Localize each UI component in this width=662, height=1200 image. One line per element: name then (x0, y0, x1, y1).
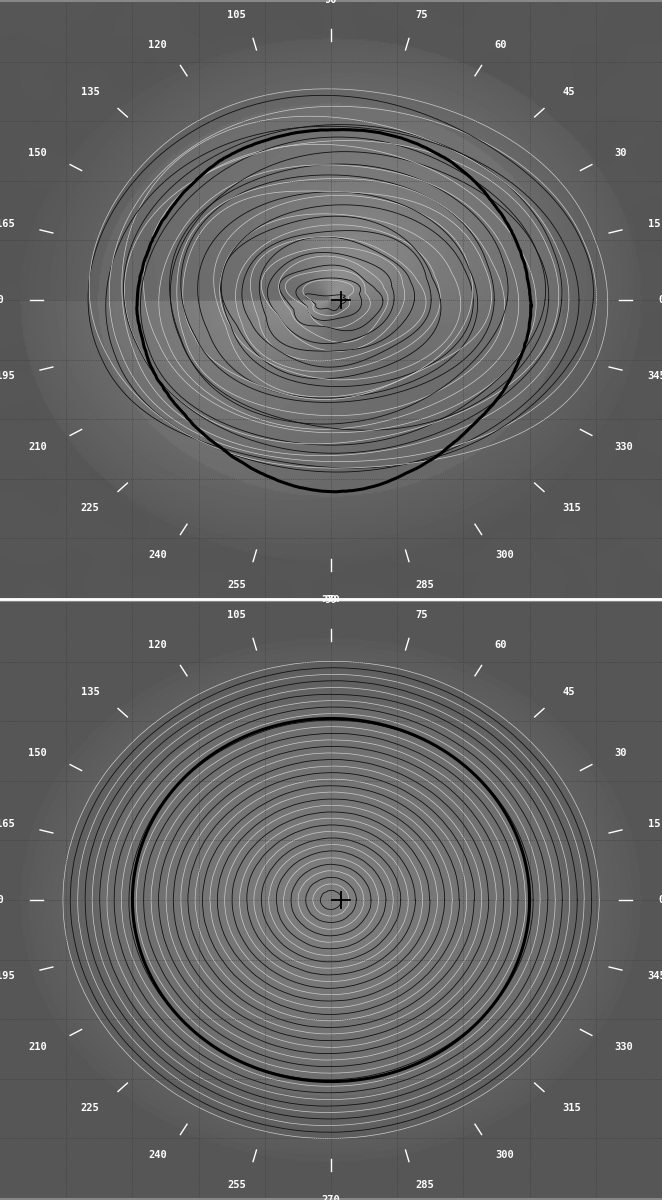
Text: 345: 345 (647, 371, 662, 382)
Text: 60: 60 (495, 640, 507, 650)
Text: 255: 255 (228, 1180, 246, 1189)
Text: 45: 45 (563, 86, 575, 97)
Text: 240: 240 (148, 550, 167, 560)
Text: 345: 345 (647, 971, 662, 982)
Text: 300: 300 (495, 550, 514, 560)
Text: 210: 210 (28, 1043, 47, 1052)
Text: 60: 60 (495, 40, 507, 50)
Text: 285: 285 (416, 580, 434, 589)
Text: 135: 135 (81, 86, 99, 97)
Text: 300: 300 (495, 1150, 514, 1160)
Text: 45: 45 (563, 686, 575, 697)
Text: 120: 120 (148, 40, 167, 50)
Text: 195: 195 (0, 371, 15, 382)
Text: 75: 75 (416, 611, 428, 620)
Text: 15: 15 (647, 818, 660, 829)
Text: 180: 180 (0, 295, 3, 305)
Text: 0: 0 (659, 895, 662, 905)
Text: 30: 30 (615, 148, 628, 157)
Text: 15: 15 (647, 218, 660, 229)
Text: 330: 330 (615, 443, 634, 452)
Text: 225: 225 (81, 503, 99, 514)
Text: 270: 270 (322, 1195, 340, 1200)
Text: 210: 210 (28, 443, 47, 452)
Text: 315: 315 (563, 1103, 581, 1114)
Text: 105: 105 (228, 11, 246, 20)
Text: 285: 285 (416, 1180, 434, 1189)
Text: 75: 75 (416, 11, 428, 20)
Text: 0: 0 (659, 295, 662, 305)
Text: 180: 180 (0, 895, 3, 905)
Text: 150: 150 (28, 148, 47, 157)
Text: 195: 195 (0, 971, 15, 982)
Text: 225: 225 (81, 1103, 99, 1114)
Text: 90: 90 (325, 0, 337, 5)
Text: 240: 240 (148, 1150, 167, 1160)
Text: 135: 135 (81, 686, 99, 697)
Text: 30: 30 (615, 748, 628, 757)
Text: 270: 270 (322, 595, 340, 605)
Text: 330: 330 (615, 1043, 634, 1052)
Text: 105: 105 (228, 611, 246, 620)
Text: 150: 150 (28, 748, 47, 757)
Text: 255: 255 (228, 580, 246, 589)
Text: 165: 165 (0, 218, 15, 229)
Text: 90: 90 (325, 595, 337, 605)
Text: 315: 315 (563, 503, 581, 514)
Text: 165: 165 (0, 818, 15, 829)
Text: 120: 120 (148, 640, 167, 650)
